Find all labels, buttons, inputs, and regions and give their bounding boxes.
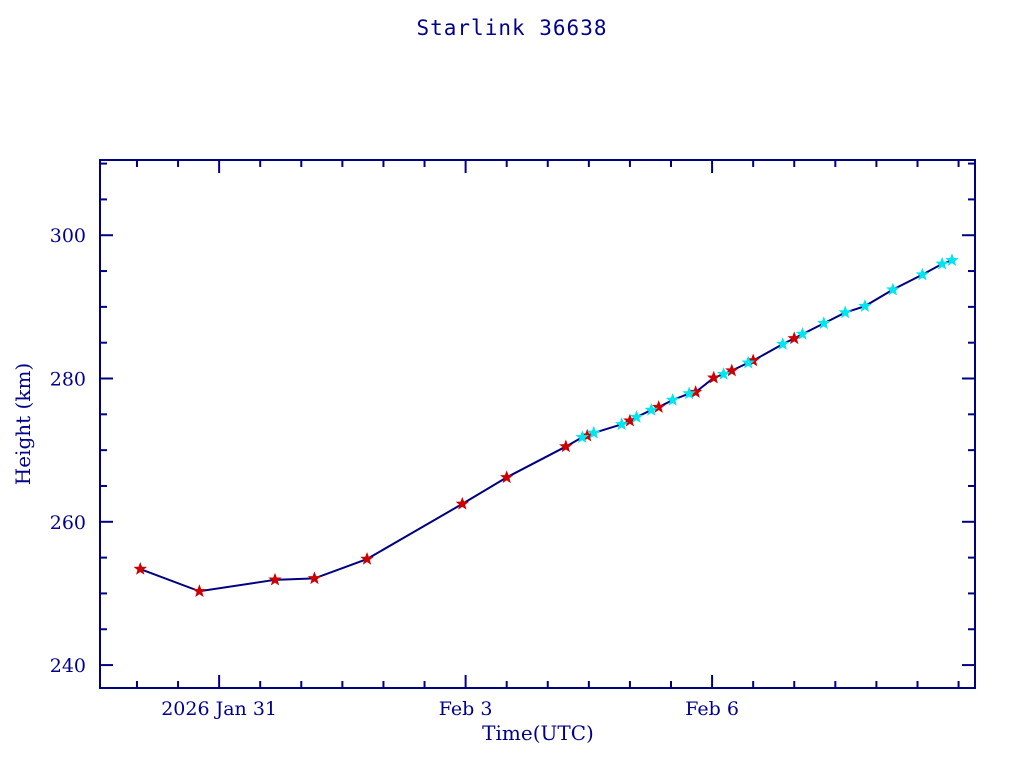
y-tick-label: 300 (50, 225, 86, 247)
data-point-marker (360, 551, 374, 565)
cyan-marker-series (575, 253, 959, 443)
data-point-marker (817, 316, 831, 330)
data-point-marker (858, 299, 872, 312)
data-point-marker (559, 439, 573, 453)
y-tick-label: 240 (50, 655, 86, 677)
data-point-marker (629, 410, 644, 423)
data-point-marker (268, 572, 282, 586)
data-point-marker (192, 584, 207, 597)
data-point-marker (133, 562, 147, 575)
x-tick-label: Feb 6 (685, 698, 739, 720)
data-point-marker (615, 417, 629, 431)
height-trend-line (139, 259, 953, 593)
data-point-marker (665, 392, 680, 406)
data-point-marker (776, 337, 790, 350)
y-tick-label: 260 (50, 512, 86, 534)
x-tick-label: 2026 Jan 31 (161, 698, 277, 720)
data-point-marker (935, 256, 949, 270)
red-marker-series (133, 331, 801, 597)
data-point-marker (455, 496, 470, 510)
data-point-marker (945, 253, 959, 267)
data-point-marker (644, 402, 659, 416)
data-point-marker (651, 400, 666, 413)
y-axis-title: Height (km) (11, 363, 35, 485)
data-point-marker (741, 355, 755, 369)
data-point-marker (307, 571, 322, 585)
data-point-marker (838, 305, 852, 319)
x-tick-label: Feb 3 (439, 698, 493, 720)
y-tick-label: 280 (50, 369, 86, 391)
x-axis-title: Time(UTC) (482, 721, 594, 745)
data-point-marker (688, 385, 703, 398)
data-point-marker (682, 386, 696, 400)
data-point-marker (787, 331, 801, 345)
plot-frame (99, 159, 976, 689)
data-point-marker (795, 327, 810, 340)
data-point-marker (915, 267, 930, 281)
y-axis-tick-labels: 240 260 280 300 (50, 225, 86, 677)
data-point-marker (575, 430, 589, 443)
data-point-marker (886, 282, 900, 296)
data-point-marker (716, 367, 731, 380)
page-title: Starlink 36638 (416, 16, 608, 40)
data-point-marker (499, 470, 514, 484)
axis-ticks (100, 160, 975, 688)
x-axis-tick-labels: 2026 Jan 31 Feb 3 Feb 6 (161, 698, 739, 720)
data-point-marker (707, 370, 721, 384)
data-point-marker (587, 425, 601, 439)
data-point-marker (725, 363, 739, 377)
